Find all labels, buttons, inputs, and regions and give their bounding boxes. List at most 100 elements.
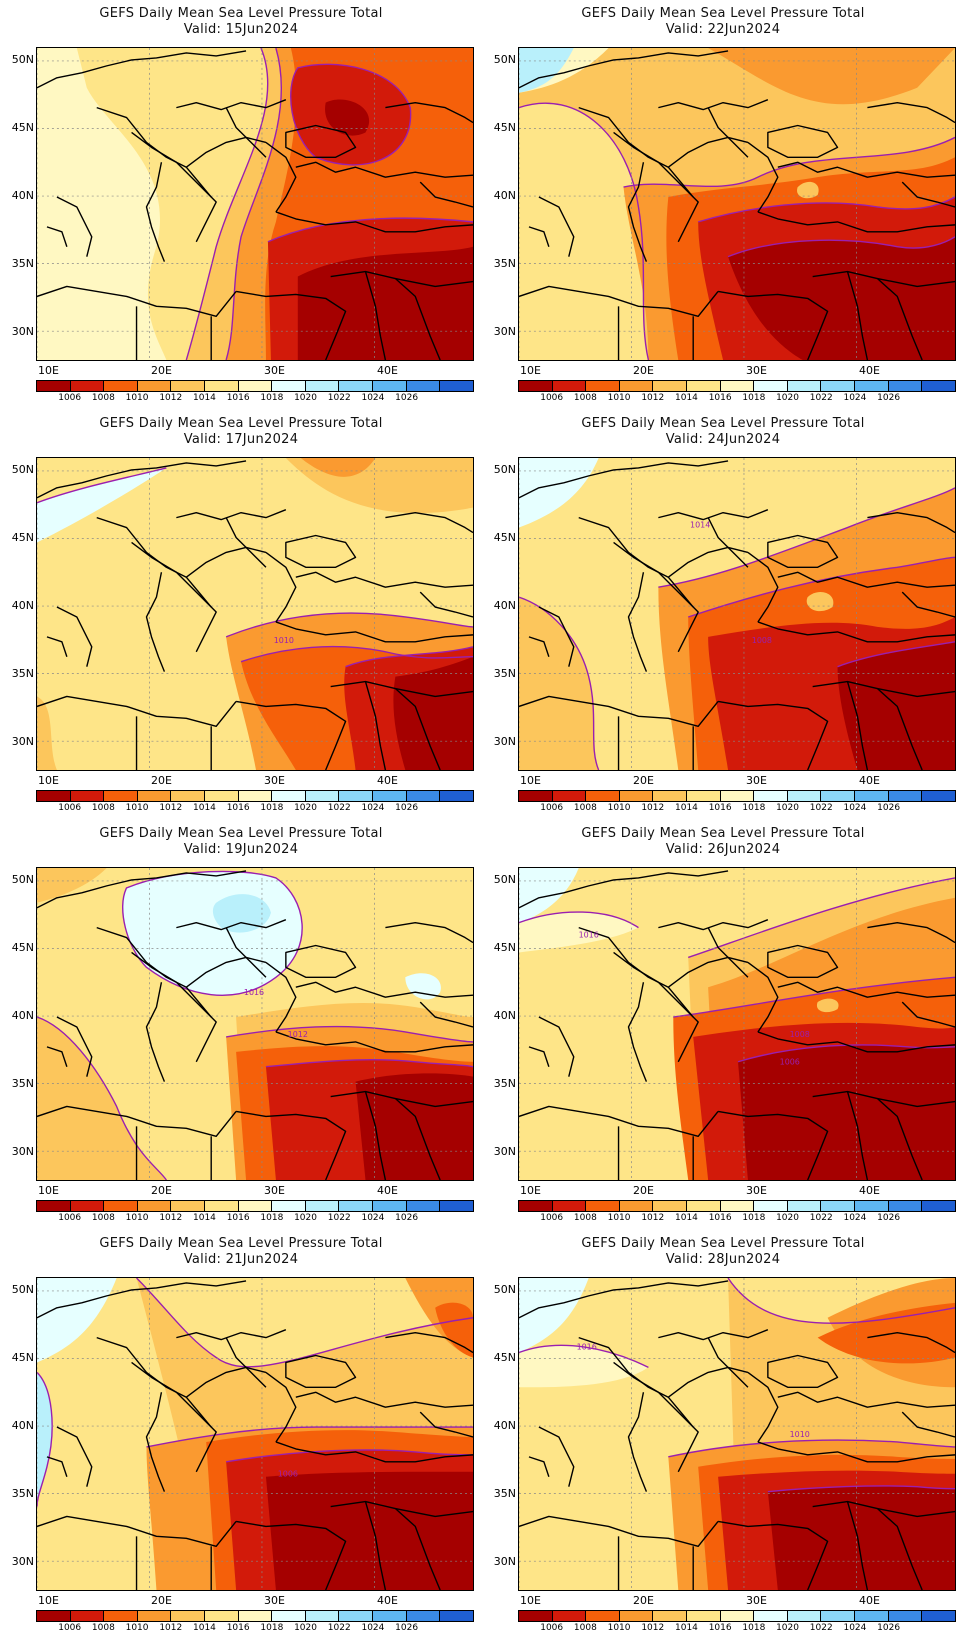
latitude-label: 35N bbox=[11, 667, 34, 680]
latitude-label: 45N bbox=[493, 941, 516, 954]
colorbar-swatch bbox=[406, 381, 441, 391]
colorbar bbox=[518, 1610, 956, 1622]
pressure-fill-area bbox=[816, 998, 839, 1013]
colorbar-label: 1010 bbox=[125, 803, 149, 813]
latitude-label: 30N bbox=[493, 1145, 516, 1158]
colorbar-swatch bbox=[687, 381, 721, 391]
colorbar-swatch bbox=[238, 1611, 273, 1621]
colorbar-swatch bbox=[305, 1201, 340, 1211]
longitude-label: 20E bbox=[151, 1184, 172, 1197]
colorbar-swatch bbox=[238, 381, 273, 391]
colorbar-label: 1012 bbox=[641, 1213, 665, 1223]
isobar-line bbox=[737, 1044, 955, 1063]
isobar-line bbox=[519, 102, 650, 360]
colorbar-swatch bbox=[171, 381, 206, 391]
isobar-line bbox=[519, 911, 639, 929]
pressure-map bbox=[36, 47, 474, 361]
country-borders bbox=[37, 870, 473, 1180]
longitude-label: 30E bbox=[746, 774, 767, 787]
colorbar-label: 1020 bbox=[776, 803, 799, 813]
colorbar-swatch bbox=[238, 1201, 273, 1211]
isobar-label: 1006 bbox=[278, 1470, 298, 1479]
colorbar-swatch bbox=[586, 1611, 620, 1621]
colorbar-label: 1026 bbox=[395, 1213, 419, 1223]
latitude-label: 45N bbox=[11, 941, 34, 954]
isobar-line bbox=[345, 646, 473, 668]
colorbar-swatch bbox=[821, 791, 856, 801]
colorbar-label: 1006 bbox=[540, 1623, 564, 1633]
colorbar-label: 1014 bbox=[675, 803, 698, 813]
isobar-line bbox=[267, 217, 473, 243]
latitude-label: 40N bbox=[493, 1009, 516, 1022]
latitude-label: 40N bbox=[493, 599, 516, 612]
colorbar-label: 1008 bbox=[91, 1623, 115, 1633]
colorbar-label: 1006 bbox=[58, 1623, 82, 1633]
isobar-line bbox=[146, 1426, 473, 1448]
latitude-label: 50N bbox=[493, 1283, 516, 1296]
colorbar-label: 1012 bbox=[159, 803, 183, 813]
colorbar-swatch bbox=[37, 791, 71, 801]
isobar-line bbox=[290, 63, 412, 166]
colorbar-swatch bbox=[855, 791, 889, 801]
colorbar-label: 1026 bbox=[877, 393, 901, 403]
graticule bbox=[519, 868, 955, 1180]
colorbar-swatch bbox=[687, 1201, 721, 1211]
colorbar-swatch bbox=[272, 791, 306, 801]
colorbar-swatch bbox=[373, 1611, 407, 1621]
colorbar-swatch bbox=[519, 1201, 553, 1211]
longitude-label: 40E bbox=[859, 1594, 880, 1607]
pressure-fill-area bbox=[122, 871, 441, 1000]
country-borders bbox=[37, 50, 473, 360]
colorbar-swatch bbox=[821, 381, 856, 391]
longitude-label: 40E bbox=[377, 1594, 398, 1607]
colorbar-label: 1014 bbox=[193, 1623, 216, 1633]
colorbar-label: 1008 bbox=[573, 393, 597, 403]
colorbar-label: 1008 bbox=[91, 803, 115, 813]
latitude-label: 35N bbox=[11, 1077, 34, 1090]
colorbar bbox=[36, 1610, 474, 1622]
colorbar-swatch bbox=[305, 791, 340, 801]
isobar-line bbox=[668, 1439, 955, 1458]
colorbar-swatch bbox=[619, 1611, 654, 1621]
map-panel-17jun: GEFS Daily Mean Sea Level Pressure Total… bbox=[0, 410, 482, 820]
latitude-label: 40N bbox=[11, 189, 34, 202]
pressure-fill-area bbox=[37, 868, 167, 1180]
colorbar-swatch bbox=[104, 1611, 138, 1621]
colorbar-label: 1024 bbox=[361, 803, 385, 813]
colorbar-label: 1010 bbox=[607, 803, 631, 813]
panel-valid-date: Valid: 24Jun2024 bbox=[665, 432, 781, 447]
colorbar-label: 1018 bbox=[260, 1213, 284, 1223]
country-borders bbox=[519, 460, 955, 770]
colorbar-swatch bbox=[406, 1201, 441, 1211]
latitude-label: 35N bbox=[11, 1487, 34, 1500]
panel-title: GEFS Daily Mean Sea Level Pressure Total bbox=[581, 1236, 865, 1251]
map-panel-19jun: GEFS Daily Mean Sea Level Pressure Total… bbox=[0, 820, 482, 1230]
colorbar-label: 1010 bbox=[607, 1213, 631, 1223]
isobar-line bbox=[688, 556, 955, 618]
colorbar-swatch bbox=[720, 1201, 755, 1211]
colorbar-label: 1024 bbox=[361, 1213, 385, 1223]
pressure-fill-area bbox=[297, 99, 473, 360]
colorbar-swatch bbox=[238, 791, 273, 801]
country-borders bbox=[519, 1280, 955, 1590]
longitude-label: 20E bbox=[633, 364, 654, 377]
pressure-fill-area bbox=[355, 1073, 473, 1180]
longitude-label: 30E bbox=[264, 774, 285, 787]
pressure-fill-area bbox=[519, 1278, 589, 1353]
panel-valid-date: Valid: 28Jun2024 bbox=[665, 1252, 781, 1267]
colorbar-swatch bbox=[687, 791, 721, 801]
latitude-label: 45N bbox=[493, 531, 516, 544]
longitude-label: 30E bbox=[746, 364, 767, 377]
colorbar-swatch bbox=[552, 381, 587, 391]
map-panel-26jun: GEFS Daily Mean Sea Level Pressure Total… bbox=[482, 820, 964, 1230]
pressure-fill-area bbox=[737, 1044, 955, 1180]
pressure-map: 1016 1008 1006 bbox=[518, 867, 956, 1181]
colorbar-label: 1018 bbox=[742, 1213, 766, 1223]
isobar-label: 1010 bbox=[790, 1430, 810, 1439]
longitude-label: 20E bbox=[151, 774, 172, 787]
latitude-label: 50N bbox=[11, 1283, 34, 1296]
panel-title: GEFS Daily Mean Sea Level Pressure Total bbox=[99, 416, 383, 431]
colorbar-swatch bbox=[104, 381, 138, 391]
colorbar-label: 1018 bbox=[742, 393, 766, 403]
latitude-label: 40N bbox=[493, 189, 516, 202]
